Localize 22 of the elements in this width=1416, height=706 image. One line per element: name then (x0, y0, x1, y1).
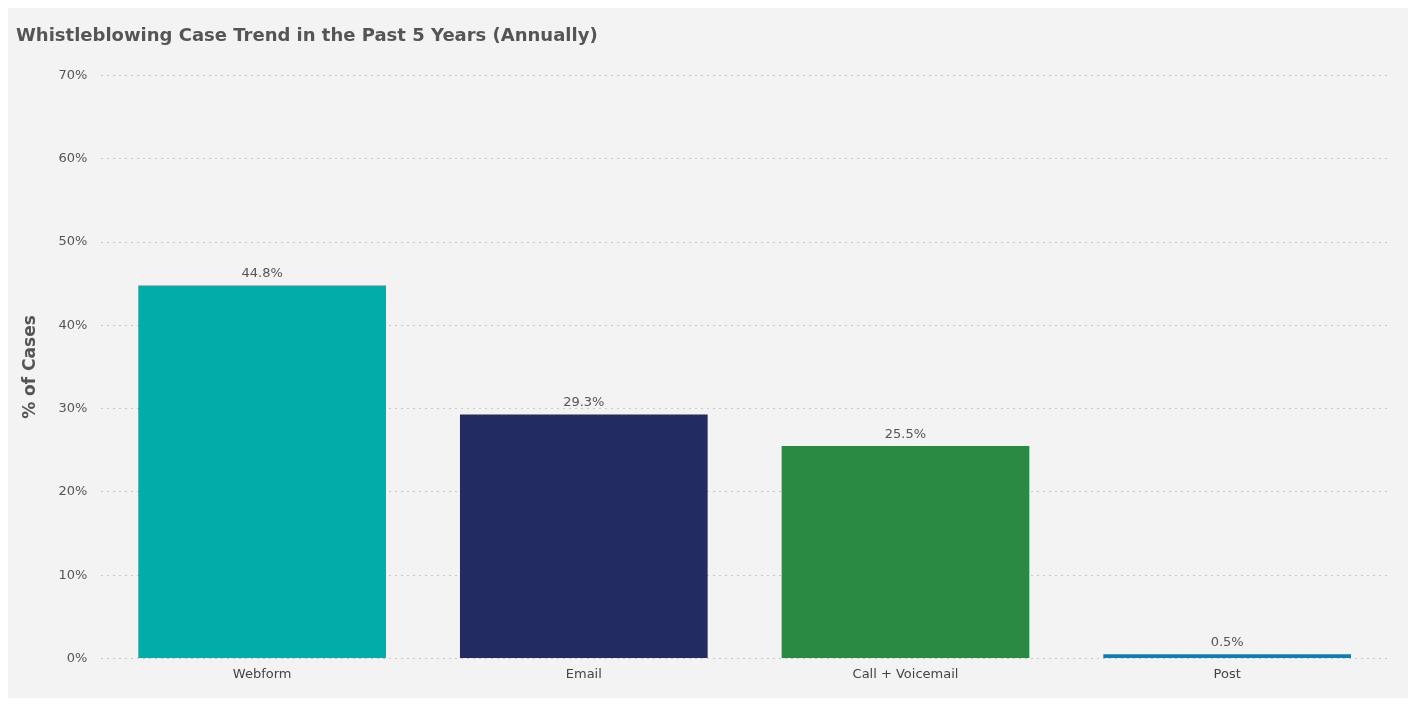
y-tick-label: 20% (58, 483, 88, 499)
y-tick-label: 40% (58, 316, 88, 332)
y-axis-title: % of Cases (18, 315, 39, 419)
bar (138, 285, 386, 658)
x-tick-label: Webform (232, 665, 292, 681)
data-label: 0.5% (1210, 634, 1244, 650)
y-tick-label: 50% (58, 233, 88, 249)
x-tick-label: Post (1213, 665, 1241, 681)
y-tick-label: 60% (58, 150, 88, 166)
data-label: 25.5% (884, 425, 927, 441)
chart-title: Whistleblowing Case Trend in the Past 5 Years (Annually) (16, 24, 598, 46)
bar (1103, 654, 1352, 658)
x-tick-label: Call + Voicemail (852, 665, 959, 681)
bar (781, 446, 1030, 658)
data-label: 44.8% (241, 265, 283, 281)
y-tick-label: 0% (66, 649, 88, 665)
data-label: 29.3% (563, 394, 605, 410)
y-tick-label: 10% (58, 566, 88, 582)
y-tick-label: 30% (58, 400, 88, 415)
x-tick-label: Email (565, 665, 602, 681)
y-tick-label: 70% (58, 66, 88, 82)
bar (459, 414, 708, 658)
